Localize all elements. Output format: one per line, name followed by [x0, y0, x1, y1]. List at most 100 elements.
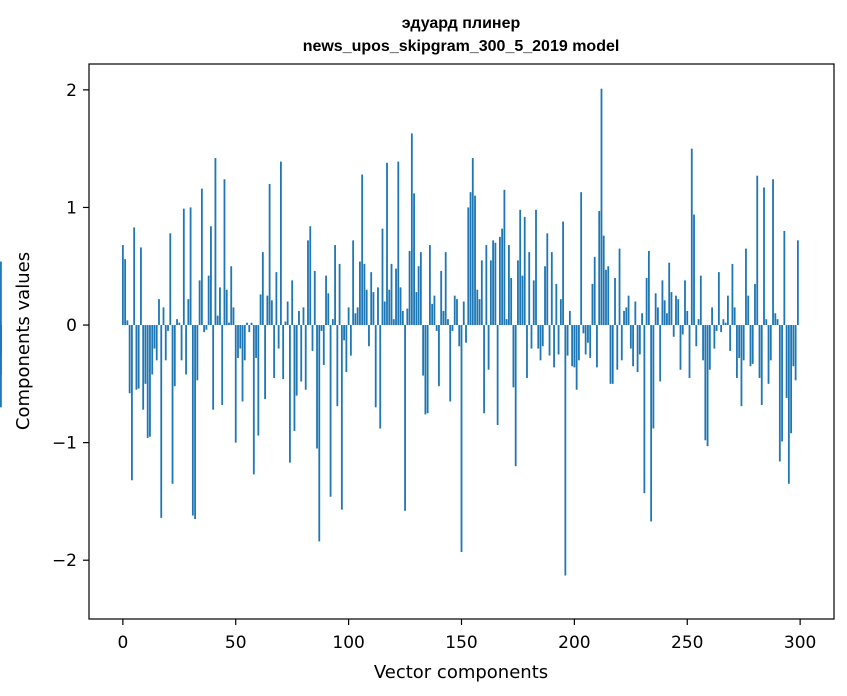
- bar-256: [699, 275, 702, 326]
- bar-69: [277, 325, 280, 349]
- plot-frame: [88, 63, 835, 620]
- bar-282: [758, 325, 761, 378]
- bar-87: [318, 325, 321, 542]
- bar-171: [508, 245, 510, 326]
- bar-105: [359, 261, 361, 326]
- bar-146: [451, 325, 454, 331]
- bar-55: [246, 322, 248, 326]
- bar-78: [298, 310, 300, 326]
- bar-289: [774, 313, 777, 326]
- bar-65: [268, 183, 271, 326]
- bar-218: [614, 278, 616, 326]
- bar-266: [722, 319, 725, 326]
- bar-250: [686, 310, 689, 326]
- bar-193: [557, 325, 560, 355]
- bar-208: [591, 283, 594, 326]
- bar-118: [388, 289, 391, 326]
- bar-131: [417, 266, 420, 326]
- bar-12: [149, 325, 151, 437]
- bar-169: [503, 189, 506, 326]
- bar-180: [528, 252, 531, 326]
- bar-268: [726, 295, 729, 326]
- bar-16: [158, 299, 160, 326]
- bar-13: [151, 325, 154, 375]
- bar-17: [160, 325, 163, 518]
- bar-286: [767, 325, 770, 384]
- bar-294: [785, 325, 788, 398]
- bar-215: [607, 266, 610, 326]
- bar-280: [754, 283, 756, 326]
- bar-238: [659, 325, 662, 382]
- bar-59: [255, 325, 257, 358]
- bar-152: [465, 325, 467, 343]
- bar-124: [401, 310, 404, 326]
- x-tick-label-0: 0: [117, 633, 128, 653]
- bar-70: [279, 161, 282, 326]
- bar-115: [381, 228, 384, 326]
- bar-220: [618, 248, 621, 326]
- bar-37: [205, 325, 208, 330]
- y-tick-label-0: 0: [66, 316, 77, 336]
- bar-91: [327, 293, 330, 326]
- bar-271: [733, 307, 736, 326]
- bar-248: [681, 325, 684, 335]
- bar-111: [372, 292, 375, 326]
- bar-110: [370, 272, 373, 326]
- bar-45: [223, 179, 226, 326]
- bar-204: [582, 325, 585, 334]
- bar-undefined: [0, 325, 2, 408]
- chart-title: эдуард плинер: [402, 15, 521, 32]
- bar-34: [198, 280, 201, 326]
- bar-83: [309, 226, 312, 326]
- bar-235: [652, 325, 655, 429]
- bar-123: [399, 287, 402, 326]
- bar-292: [781, 325, 783, 442]
- bar-113: [377, 287, 379, 326]
- bar-147: [453, 295, 456, 326]
- bar-199: [571, 325, 574, 367]
- bar-279: [751, 325, 754, 364]
- bar-214: [605, 269, 607, 326]
- bar-222: [623, 310, 625, 326]
- bar-122: [397, 161, 400, 326]
- bar-188: [546, 233, 549, 326]
- bar-298: [794, 325, 797, 381]
- bar-27: [182, 208, 185, 326]
- bar-161: [485, 245, 488, 326]
- bar-265: [720, 325, 723, 333]
- bar-272: [736, 325, 738, 378]
- bar-217: [611, 325, 614, 384]
- bar-226: [632, 325, 634, 367]
- bar-52: [239, 325, 242, 349]
- bar-194: [559, 299, 562, 326]
- bar-79: [300, 325, 303, 382]
- x-tick-label-250: 250: [671, 633, 703, 653]
- bar-21: [169, 233, 172, 326]
- bar-290: [776, 319, 779, 326]
- bar-275: [742, 325, 745, 361]
- bar-47: [228, 322, 230, 326]
- x-axis-label: Vector components: [374, 662, 548, 683]
- bar-190: [550, 252, 553, 326]
- bar-270: [731, 263, 734, 326]
- bar-263: [715, 325, 718, 331]
- bar-209: [593, 256, 596, 326]
- bar-154: [469, 192, 472, 326]
- bar-86: [316, 325, 318, 449]
- bar-242: [668, 262, 671, 326]
- bar-25: [178, 322, 181, 326]
- bar-132: [419, 252, 422, 326]
- bar-168: [501, 228, 504, 326]
- bar-54: [243, 325, 246, 361]
- bar-253: [693, 214, 695, 326]
- bar-60: [257, 325, 260, 436]
- bar-50: [234, 325, 237, 443]
- bar-23: [173, 325, 176, 387]
- bar-5: [133, 227, 136, 326]
- bar-76: [293, 325, 296, 431]
- bar-273: [738, 325, 741, 358]
- bar-24: [176, 319, 178, 326]
- bar-89: [322, 325, 325, 366]
- bar-108: [365, 289, 368, 326]
- bar-259: [706, 325, 709, 447]
